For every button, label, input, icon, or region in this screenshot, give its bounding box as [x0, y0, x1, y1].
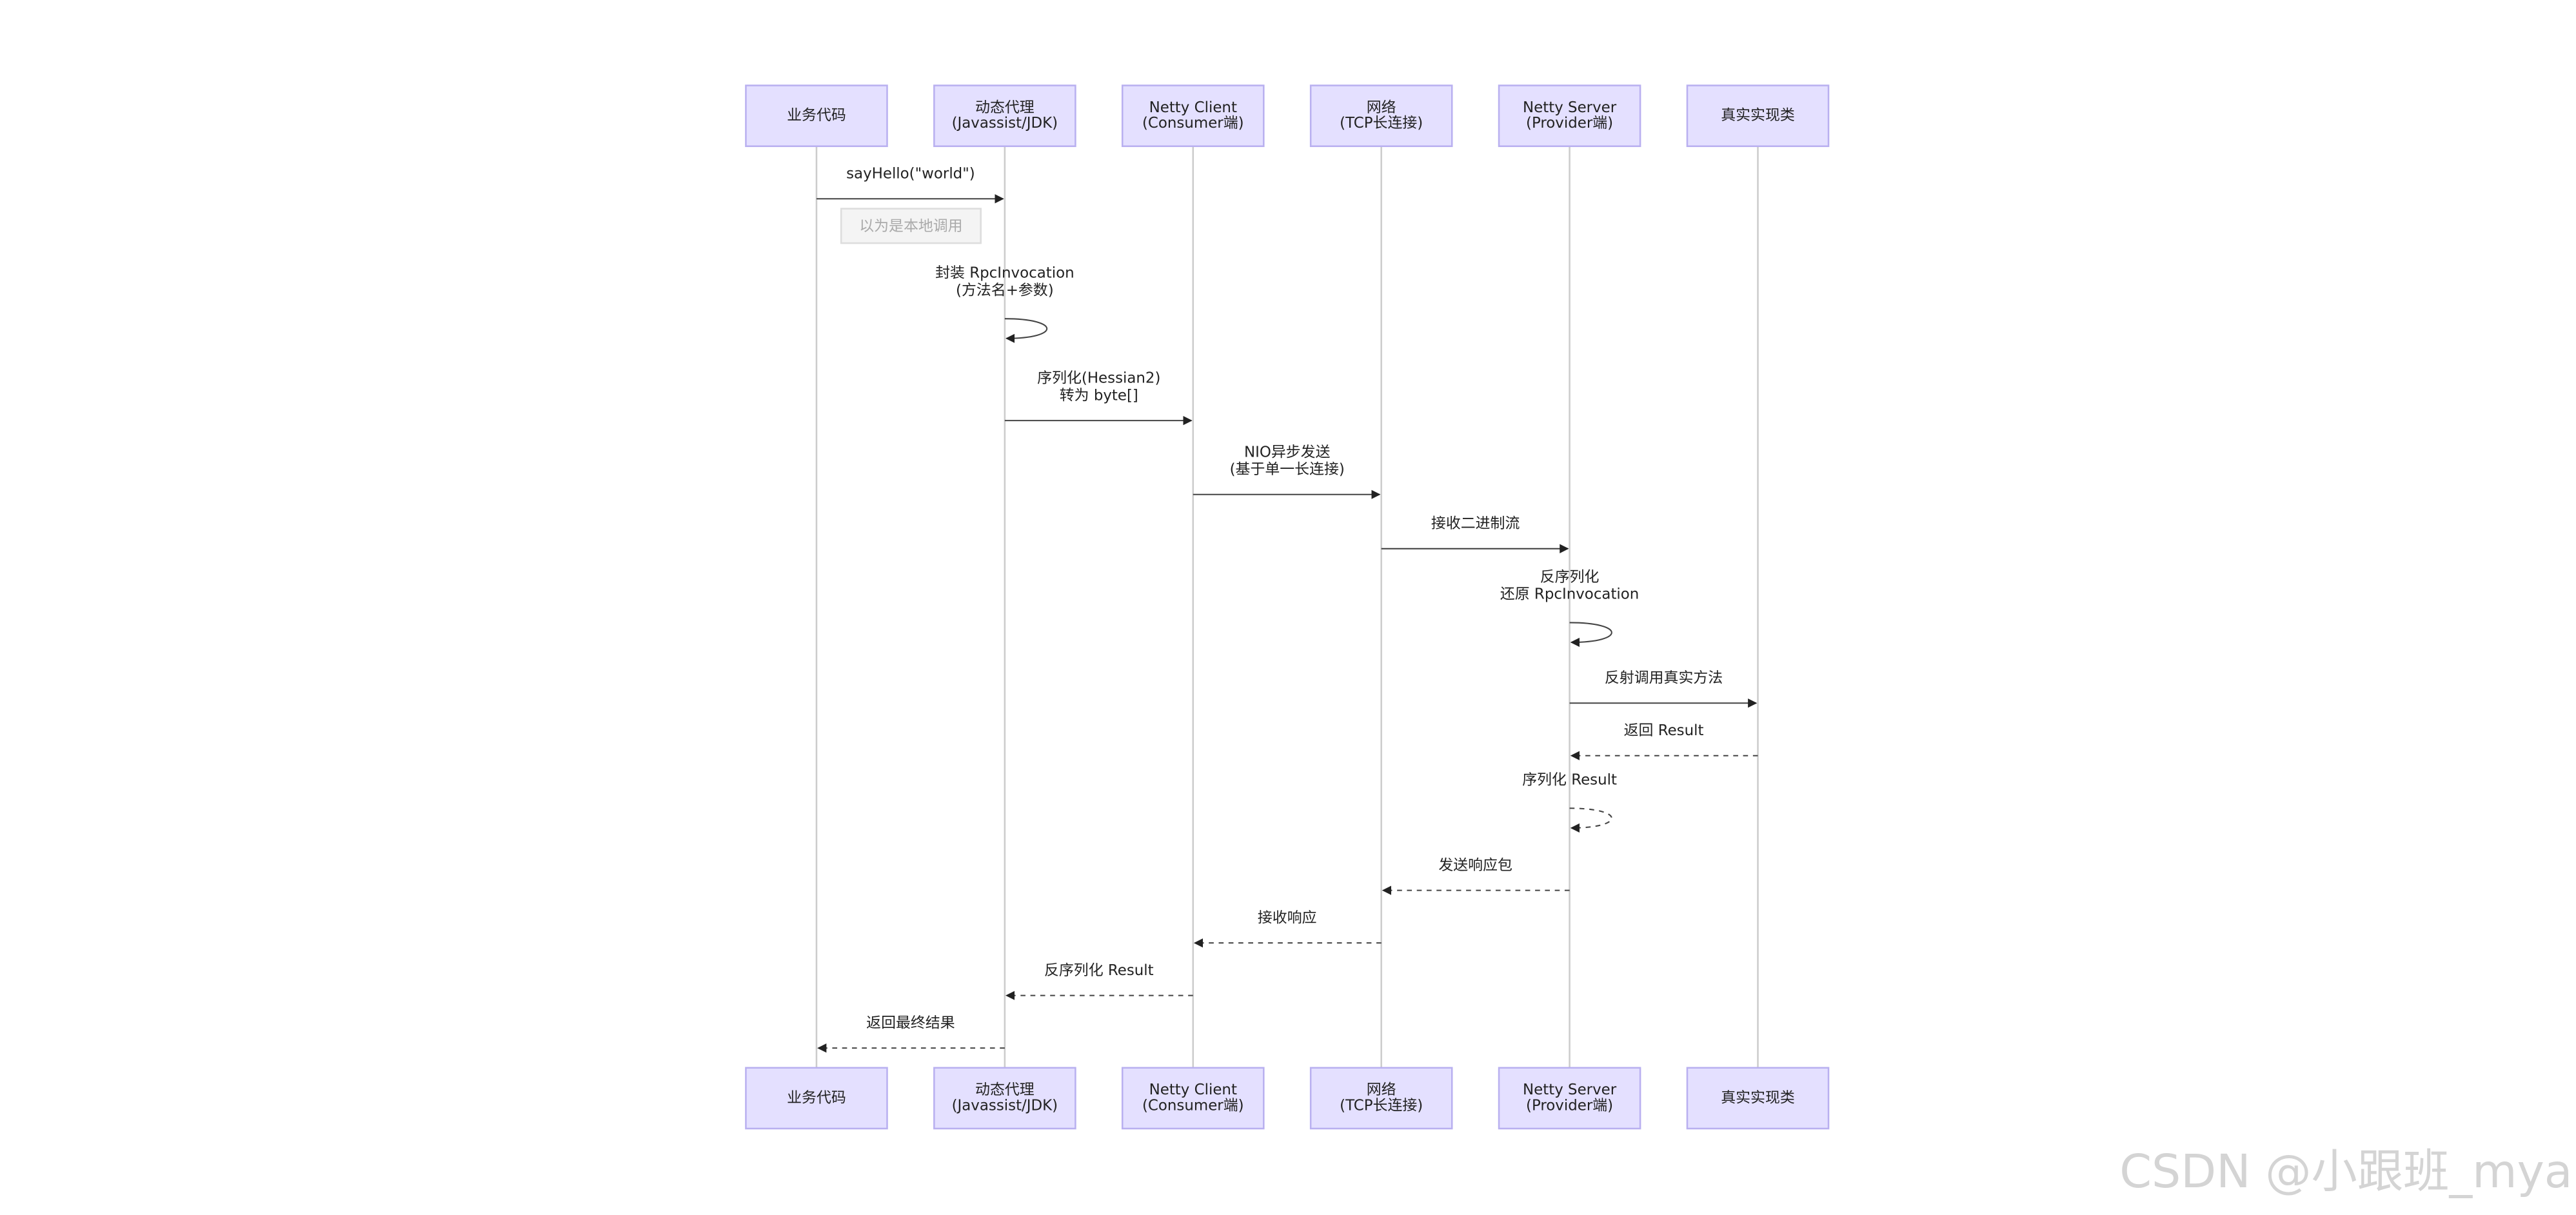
participant-box	[933, 84, 1076, 148]
participant-label: (Consumer端)	[1142, 115, 1244, 132]
participant-box	[1121, 1067, 1265, 1130]
message-label: sayHello("world")	[846, 166, 975, 183]
message-label: 接收二进制流	[1431, 515, 1520, 532]
note-text: 以为是本地调用	[859, 218, 962, 235]
participant-box	[1498, 1067, 1641, 1130]
participant-box	[745, 1067, 888, 1130]
participant-label: (TCP长连接)	[1340, 1097, 1423, 1114]
message-label: 序列化(Hessian2)	[1037, 370, 1160, 387]
participant-box	[933, 1067, 1076, 1130]
participant-label: 动态代理	[975, 99, 1035, 116]
message-label: 反序列化	[1540, 569, 1600, 586]
participant-box	[1498, 84, 1641, 148]
participant-box	[1309, 1067, 1453, 1130]
message-label: 接收响应	[1258, 909, 1317, 926]
participant-box	[1121, 84, 1265, 148]
participant-label: (Consumer端)	[1142, 1097, 1244, 1114]
participant-label: (Provider端)	[1526, 115, 1613, 132]
participant-label: 网络	[1367, 99, 1396, 116]
participant-box	[1309, 84, 1453, 148]
note-box	[840, 208, 982, 244]
message-label: 转为 byte[]	[1060, 387, 1138, 404]
participant-label: (Javassist/JDK)	[952, 115, 1058, 132]
message-label: (方法名+参数)	[956, 282, 1054, 299]
self-message	[1569, 622, 1612, 647]
message-label: 返回最终结果	[866, 1014, 955, 1031]
participant-label: Netty Client	[1149, 99, 1237, 116]
message-label: NIO异步发送	[1244, 444, 1331, 460]
message-label: 反射调用真实方法	[1605, 670, 1723, 687]
participant-box	[1686, 1067, 1830, 1130]
participant-label: Netty Client	[1149, 1082, 1237, 1098]
participant-label: 网络	[1367, 1082, 1396, 1098]
message-label: 反序列化 Result	[1044, 962, 1154, 979]
participant-label: (Provider端)	[1526, 1097, 1613, 1114]
participant-box	[745, 84, 888, 148]
participant-label: (Javassist/JDK)	[952, 1097, 1058, 1114]
participant-label: 真实实现类	[1721, 107, 1795, 124]
participant-label: 真实实现类	[1721, 1089, 1795, 1106]
participant-label: Netty Server	[1523, 1082, 1617, 1098]
participant-box	[1686, 84, 1830, 148]
message-label: 序列化 Result	[1522, 771, 1617, 788]
participant-label: 业务代码	[787, 107, 846, 124]
message-label: 返回 Result	[1624, 722, 1704, 739]
self-message	[1004, 318, 1047, 343]
participant-label: (TCP长连接)	[1340, 115, 1423, 132]
message-label: 发送响应包	[1438, 857, 1512, 874]
participant-label: 业务代码	[787, 1089, 846, 1106]
message-label: 封装 RpcInvocation	[935, 265, 1075, 282]
message-label: 还原 RpcInvocation	[1500, 586, 1640, 603]
participant-label: Netty Server	[1523, 99, 1617, 116]
watermark: CSDN @小跟班_mya	[2119, 1145, 2572, 1198]
self-message	[1569, 807, 1612, 833]
message-label: (基于单一长连接)	[1230, 461, 1345, 478]
participant-label: 动态代理	[975, 1082, 1035, 1098]
